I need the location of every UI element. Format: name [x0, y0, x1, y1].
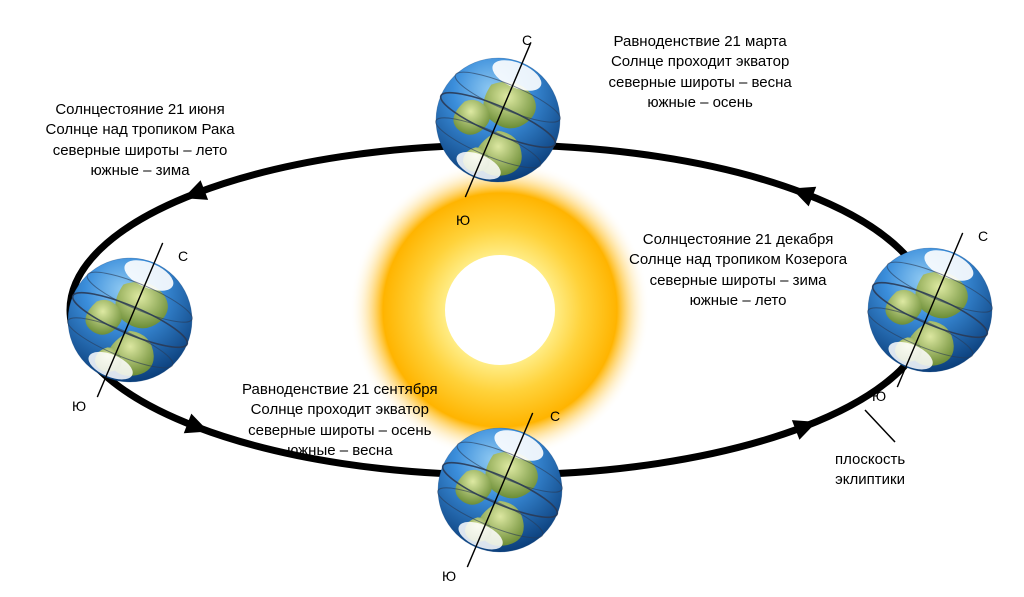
north-pole-label: С — [178, 248, 188, 264]
sun-core — [445, 255, 555, 365]
north-pole-label: С — [550, 408, 560, 424]
south-pole-label: Ю — [72, 398, 86, 414]
orbit-diagram: { "canvas": { "width": 1024, "height": 5… — [0, 0, 1024, 597]
diagram-svg — [0, 0, 1024, 597]
north-pole-label: С — [978, 228, 988, 244]
south-pole-label: Ю — [456, 212, 470, 228]
south-pole-label: Ю — [442, 568, 456, 584]
caption-june-solstice: Солнцестояние 21 июня Солнце над тропико… — [46, 100, 235, 181]
north-pole-label: С — [522, 32, 532, 48]
caption-december-solstice: Солнцестояние 21 декабря Солнце над троп… — [629, 230, 847, 311]
earth-december — [840, 209, 1020, 412]
ecliptic-pointer — [865, 410, 895, 442]
caption-september-equinox: Равноденствие 21 сентября Солнце проходи… — [242, 380, 438, 461]
caption-march-equinox: Равноденствие 21 марта Солнце проходит э… — [609, 32, 792, 113]
ecliptic-plane-label: плоскость эклиптики — [835, 450, 905, 491]
south-pole-label: Ю — [872, 388, 886, 404]
